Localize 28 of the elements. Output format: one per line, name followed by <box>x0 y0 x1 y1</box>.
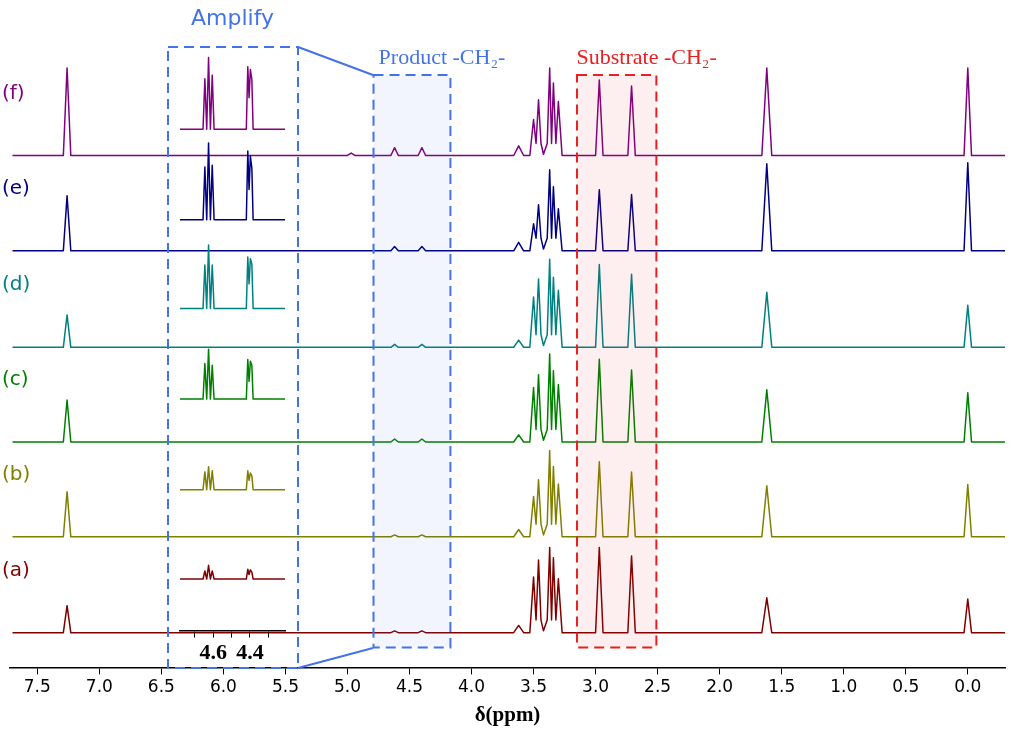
x-tick-label: 2.0 <box>706 676 734 697</box>
x-tick-label: 3.0 <box>582 676 610 697</box>
band-label: Substrate -CH₂- <box>576 43 717 69</box>
x-tick-label: 5.5 <box>271 676 299 697</box>
series-label: (c) <box>2 366 29 391</box>
x-tick-label: 4.6 <box>199 639 227 665</box>
x-tick-label: 7.5 <box>23 676 51 697</box>
text: (a) <box>2 556 30 581</box>
x-tick-label: 0.5 <box>892 676 920 697</box>
x-tick-label: 4.4 <box>236 639 264 665</box>
x-axis-title: δ(ppm) <box>474 701 541 726</box>
x-tick-label: 3.5 <box>520 676 548 697</box>
x-tick-label: 5.0 <box>333 676 361 697</box>
x-tick-label: 7.0 <box>85 676 113 697</box>
x-tick-label: 6.0 <box>209 676 237 697</box>
series-label: (e) <box>2 174 30 199</box>
text: (d) <box>2 271 31 296</box>
x-tick-label: 2.5 <box>644 676 672 697</box>
x-tick-label: 4.0 <box>458 676 486 697</box>
legend-label: Product -CH₂- <box>378 43 506 69</box>
series-label: (b) <box>2 460 31 485</box>
x-tick-label: 1.0 <box>830 676 858 697</box>
chart-title: Amplify <box>190 4 275 30</box>
x-tick-label: 1.5 <box>768 676 796 697</box>
text: (f) <box>2 79 25 104</box>
x-tick-label: 0.0 <box>954 676 982 697</box>
x-tick-label: 4.5 <box>395 676 424 697</box>
x-tick-label: 6.5 <box>147 676 175 697</box>
